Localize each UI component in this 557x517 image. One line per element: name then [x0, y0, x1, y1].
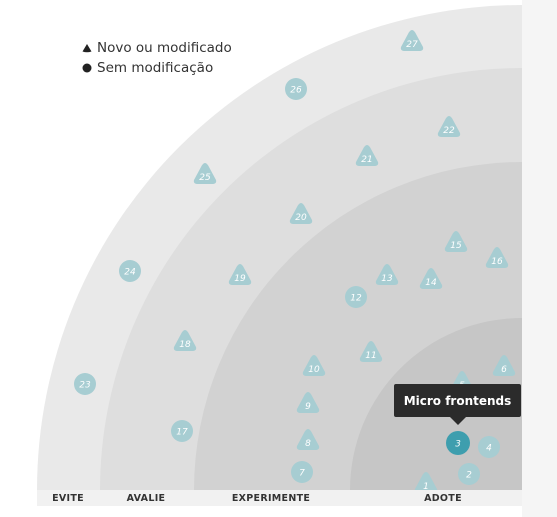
legend-new: Novo ou modificado: [82, 38, 232, 58]
blip-triangle-icon: [228, 264, 252, 285]
ring-label-adote: ADOTE: [424, 493, 462, 504]
ring-label-strip: [37, 490, 522, 506]
blip-number: 12: [350, 294, 362, 304]
blip-21[interactable]: 21: [355, 145, 379, 166]
blip-2[interactable]: 2: [458, 463, 480, 485]
blip-12[interactable]: 12: [345, 286, 367, 308]
circle-icon: [82, 63, 92, 73]
blip-number: 2: [466, 471, 472, 481]
legend-new-label: Novo ou modificado: [97, 40, 232, 56]
blip-16[interactable]: 16: [485, 247, 509, 268]
blip-triangle-icon: [296, 429, 320, 450]
blip-25[interactable]: 25: [193, 163, 217, 184]
blip-number: 15: [450, 241, 462, 251]
blip-23[interactable]: 23: [74, 373, 96, 395]
blip-triangle-icon: [289, 203, 313, 224]
blip-10[interactable]: 10: [302, 355, 326, 376]
blip-triangle-icon: [193, 163, 217, 184]
blip-triangle-icon: [444, 231, 468, 252]
blip-number: 17: [176, 428, 188, 438]
blip-3[interactable]: 3: [446, 431, 470, 455]
ring-label-avalie: AVALIE: [127, 493, 166, 504]
blip-number: 27: [406, 40, 418, 50]
blip-27[interactable]: 27: [400, 30, 424, 51]
blip-triangle-icon: [485, 247, 509, 268]
tooltip-text: Micro frontends: [403, 393, 512, 408]
blip-number: 3: [455, 440, 461, 450]
blip-number: 10: [308, 365, 320, 375]
blip-triangle-icon: [375, 264, 399, 285]
blip-triangle-icon: [173, 330, 197, 351]
blip-circle-icon: [171, 420, 193, 442]
blip-8[interactable]: 8: [296, 429, 320, 450]
blip-circle-icon: [119, 260, 141, 282]
blip-triangle-icon: [400, 30, 424, 51]
blip-number: 18: [179, 340, 191, 350]
blip-number: 26: [290, 86, 302, 96]
blip-number: 24: [124, 268, 136, 278]
blip-number: 14: [425, 278, 437, 288]
blip-number: 7: [299, 469, 305, 479]
blip-7[interactable]: 7: [291, 461, 313, 483]
blip-triangle-icon: [419, 268, 443, 289]
legend-unchanged-label: Sem modificação: [97, 60, 214, 76]
blip-number: 1: [423, 482, 429, 492]
blip-triangle-icon: [355, 145, 379, 166]
blip-circle-icon: [291, 461, 313, 483]
blip-number: 13: [381, 274, 393, 284]
blip-24[interactable]: 24: [119, 260, 141, 282]
blip-4[interactable]: 4: [478, 436, 500, 458]
blip-number: 6: [501, 365, 507, 375]
blip-number: 21: [361, 155, 372, 165]
blip-1[interactable]: 1: [414, 472, 438, 493]
blip-14[interactable]: 14: [419, 268, 443, 289]
blip-tooltip: Micro frontends: [394, 384, 521, 425]
blip-11[interactable]: 11: [359, 341, 383, 362]
blip-circle-icon: [478, 436, 500, 458]
blip-circle-icon: [74, 373, 96, 395]
blip-triangle-icon: [414, 472, 438, 493]
blip-number: 22: [443, 126, 455, 136]
blip-circle-icon: [446, 431, 470, 455]
legend: Novo ou modificado Sem modificação: [82, 38, 232, 78]
blip-triangle-icon: [296, 392, 320, 413]
blip-number: 9: [305, 402, 311, 412]
blip-13[interactable]: 13: [375, 264, 399, 285]
blip-number: 4: [486, 444, 492, 454]
blip-number: 25: [199, 173, 211, 183]
blip-triangle-icon: [437, 116, 461, 137]
blip-circle-icon: [458, 463, 480, 485]
blip-15[interactable]: 15: [444, 231, 468, 252]
blip-number: 23: [79, 381, 91, 391]
blip-6[interactable]: 6: [492, 355, 516, 376]
blip-19[interactable]: 19: [228, 264, 252, 285]
blip-triangle-icon: [492, 355, 516, 376]
blip-number: 8: [305, 439, 311, 449]
blip-20[interactable]: 20: [289, 203, 313, 224]
blip-17[interactable]: 17: [171, 420, 193, 442]
blip-circle-icon: [285, 78, 307, 100]
triangle-icon: [82, 44, 92, 53]
blip-triangle-icon: [359, 341, 383, 362]
legend-unchanged: Sem modificação: [82, 58, 232, 78]
blip-number: 16: [491, 257, 503, 267]
blip-number: 11: [365, 351, 376, 361]
blip-9[interactable]: 9: [296, 392, 320, 413]
ring-label-evite: EVITE: [52, 493, 84, 504]
blip-circle-icon: [345, 286, 367, 308]
blip-triangle-icon: [302, 355, 326, 376]
blip-number: 19: [234, 274, 246, 284]
blip-number: 20: [295, 213, 307, 223]
quadrant-right-edge: [522, 0, 557, 517]
blip-22[interactable]: 22: [437, 116, 461, 137]
blip-18[interactable]: 18: [173, 330, 197, 351]
ring-label-experimente: EXPERIMENTE: [232, 493, 310, 504]
blip-26[interactable]: 26: [285, 78, 307, 100]
